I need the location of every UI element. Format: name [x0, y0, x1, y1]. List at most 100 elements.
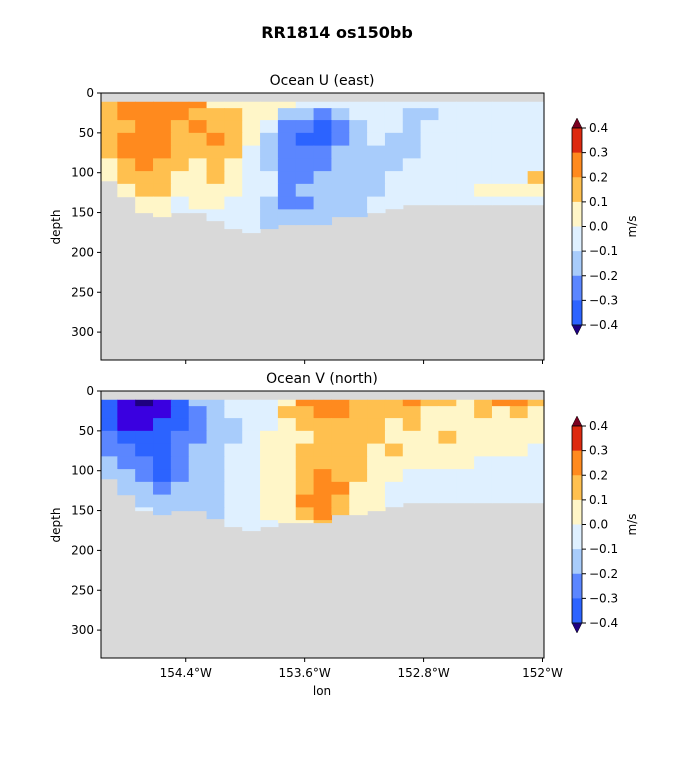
heatmap-cell — [313, 481, 333, 496]
heatmap-cell — [349, 120, 368, 134]
heatmap-cell — [527, 399, 545, 407]
heatmap-cell — [188, 171, 208, 185]
heatmap-cell — [456, 406, 475, 419]
heatmap-cell — [117, 481, 136, 496]
heatmap-cell — [438, 171, 457, 185]
heatmap-cell — [349, 132, 368, 147]
y-tick-label: 100 — [71, 464, 94, 478]
heatmap-cell — [456, 108, 475, 121]
heatmap-cell — [367, 183, 386, 198]
heatmap-cell — [313, 520, 333, 524]
heatmap-cell — [260, 469, 279, 483]
heatmap-cell — [474, 469, 493, 483]
heatmap-cell — [313, 222, 333, 226]
y-tick-label: 200 — [71, 543, 94, 557]
colorbar-extend-high — [571, 415, 583, 427]
heatmap-cell — [101, 406, 118, 419]
heatmap-cell — [242, 145, 261, 159]
heatmap-cell — [313, 406, 333, 419]
heatmap-cell — [170, 132, 190, 147]
heatmap-cell — [188, 399, 208, 407]
heatmap-cell — [527, 406, 545, 419]
heatmap-cell — [295, 399, 315, 407]
y-tick-label: 250 — [71, 583, 94, 597]
heatmap-cell — [474, 430, 493, 445]
heatmap-cell — [420, 430, 440, 445]
heatmap-cell — [527, 171, 545, 185]
heatmap-cell — [349, 456, 368, 470]
x-tick-label: 153.6°W — [279, 666, 331, 680]
heatmap-cell — [260, 145, 279, 159]
colorbar-label: m/s — [625, 216, 639, 238]
heatmap-cell — [384, 399, 404, 407]
heatmap-cell — [242, 469, 261, 483]
heatmap-cell — [277, 101, 297, 109]
heatmap-cell — [101, 158, 118, 172]
heatmap-cell — [367, 145, 386, 159]
heatmap-cell — [260, 120, 279, 134]
colorbar-tick-label: 0.2 — [589, 468, 608, 482]
x-axis-label: lon — [313, 684, 331, 698]
heatmap-cell — [509, 101, 529, 109]
y-tick-label: 150 — [71, 206, 94, 220]
heatmap-cell — [260, 443, 279, 457]
heatmap-cell — [135, 494, 154, 508]
heatmap-cell — [135, 196, 154, 210]
heatmap-cell — [101, 469, 118, 480]
heatmap-cell — [313, 132, 333, 147]
heatmap-cell — [456, 183, 475, 198]
heatmap-cell — [491, 132, 511, 147]
heatmap-cell — [224, 481, 243, 496]
colorbar-v: 0.4 0.3 0.2 0.1 0.0 −0.1 −0.2 −0.3 −0.4 m/s — [571, 415, 639, 634]
heatmap-cell — [117, 399, 136, 407]
heatmap-cell — [188, 101, 208, 109]
heatmap-cell — [456, 469, 475, 483]
heatmap-cell — [331, 101, 350, 109]
heatmap-cell — [206, 481, 225, 496]
heatmap-cell — [384, 120, 404, 134]
heatmap-cell — [527, 443, 545, 457]
heatmap-cell — [331, 120, 350, 134]
heatmap-cell — [527, 120, 545, 134]
heatmap-cell — [135, 456, 154, 470]
heatmap-cell — [117, 418, 136, 432]
heatmap-cell — [527, 101, 545, 109]
y-tick-label: 200 — [71, 245, 94, 259]
heatmap-cell — [367, 418, 386, 432]
heatmap-cell — [242, 209, 261, 223]
heatmap-cell — [438, 456, 457, 470]
heatmap-cell — [402, 183, 422, 198]
heatmap-cell — [117, 469, 136, 483]
heatmap-cell — [402, 456, 422, 470]
axes-frame-v — [100, 390, 545, 659]
heatmap-cell — [277, 418, 297, 432]
colorbar-tick-label: 0.4 — [589, 419, 608, 433]
heatmap-cell — [295, 196, 315, 210]
heatmap-cell — [367, 196, 386, 210]
heatmap-cell — [313, 183, 333, 198]
heatmap-cell — [135, 108, 154, 121]
heatmap-cell — [277, 406, 297, 419]
heatmap-cell — [224, 399, 243, 407]
heatmap-cell — [277, 108, 297, 121]
heatmap-cell — [295, 406, 315, 419]
heatmap-cell — [295, 443, 315, 457]
heatmap-cell — [527, 430, 545, 445]
heatmap-cell — [295, 469, 315, 483]
heatmap-cell — [135, 507, 154, 512]
heatmap-cell — [242, 406, 261, 419]
heatmap-cell — [367, 430, 386, 445]
heatmap-cell — [224, 145, 243, 159]
heatmap-cell — [420, 120, 440, 134]
heatmap-cell — [242, 520, 261, 532]
heatmap-cell — [135, 183, 154, 198]
heatmap-cell — [349, 108, 368, 121]
heatmap-cell — [491, 399, 511, 407]
heatmap-cell — [260, 183, 279, 198]
heatmap-cell — [206, 443, 225, 457]
heatmap-v — [101, 391, 545, 658]
colorbar-segment — [572, 201, 582, 228]
heatmap-cell — [295, 132, 315, 147]
heatmap-cell — [384, 443, 404, 457]
heatmap-cell — [153, 469, 172, 483]
